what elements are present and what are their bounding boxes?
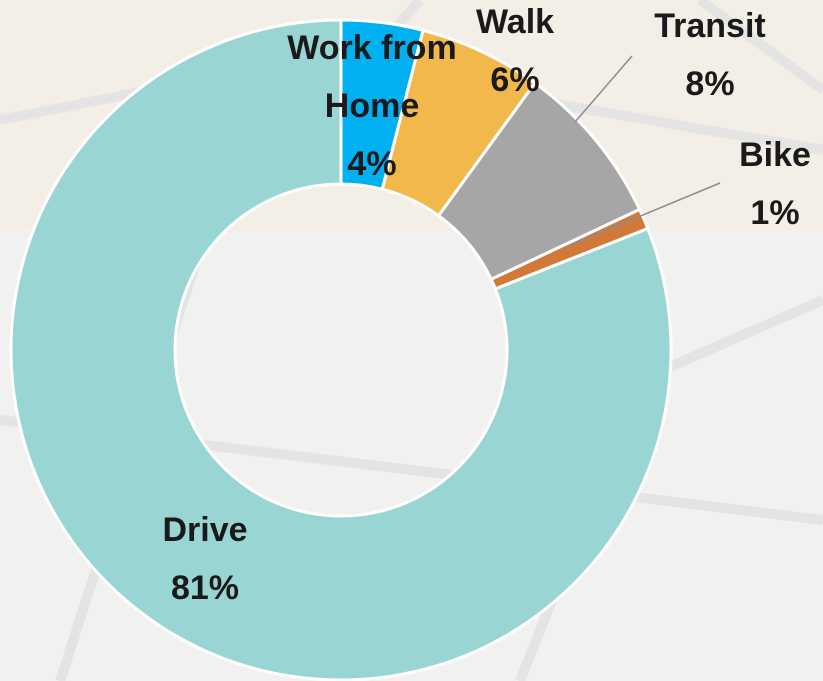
category-label: Drive — [162, 511, 248, 549]
value-label: 8% — [685, 65, 735, 103]
leader-line — [574, 55, 633, 123]
map-line — [697, 0, 823, 95]
value-label: 6% — [490, 61, 540, 99]
category-label: Bike — [739, 136, 811, 174]
data-label: Work from Home 4% — [272, 19, 472, 193]
data-label: Transit 8% — [635, 0, 785, 113]
category-label: Walk — [475, 3, 555, 41]
data-label: Walk 6% — [455, 0, 575, 109]
data-label: Bike 1% — [727, 126, 823, 242]
value-label: 4% — [347, 145, 397, 183]
leader-line — [565, 182, 721, 248]
value-label: 81% — [170, 569, 240, 607]
data-label: Drive 81% — [125, 501, 285, 617]
category-label: Transit — [654, 7, 766, 45]
category-label: Work from Home — [287, 29, 457, 125]
donut-segment — [9, 18, 673, 681]
value-label: 1% — [750, 194, 800, 232]
